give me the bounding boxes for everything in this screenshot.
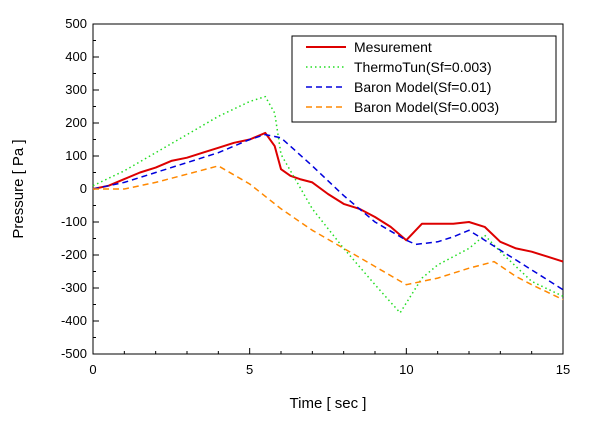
x-tick-label: 5 — [246, 362, 253, 377]
x-tick-label: 10 — [399, 362, 413, 377]
y-tick-label: 300 — [65, 82, 87, 97]
series-line-1 — [92, 131, 564, 263]
y-tick-label: -200 — [61, 247, 87, 262]
x-axis: 0 5 10 15 — [89, 348, 570, 377]
series-line-4 — [93, 165, 564, 301]
y-tick-label: 400 — [65, 49, 87, 64]
y-tick-label: 500 — [65, 16, 87, 31]
series-line-3 — [92, 133, 564, 291]
y-tick-label: -500 — [61, 346, 87, 361]
legend-label-3: Baron Model(Sf=0.01) — [354, 79, 491, 95]
y-tick-label: 200 — [65, 115, 87, 130]
x-axis-label: Time [ sec ] — [290, 395, 367, 412]
y-tick-label: -400 — [61, 313, 87, 328]
y-tick-label: 0 — [80, 181, 87, 196]
x-tick-label: 15 — [556, 362, 570, 377]
y-tick-label: -300 — [61, 280, 87, 295]
legend-label-1: Mesurement — [354, 39, 432, 55]
series-line-2 — [92, 95, 564, 314]
series-group — [92, 95, 564, 314]
y-tick-label: -100 — [61, 214, 87, 229]
y-tick-label: 100 — [65, 148, 87, 163]
legend-label-4: Baron Model(Sf=0.003) — [354, 99, 499, 115]
x-tick-label: 0 — [89, 362, 96, 377]
y-axis-label: Pressure [ Pa ] — [10, 139, 27, 238]
legend-label-2: ThermoTun(Sf=0.003) — [354, 59, 492, 75]
legend: Mesurement ThermoTun(Sf=0.003) Baron Model… — [291, 35, 557, 123]
